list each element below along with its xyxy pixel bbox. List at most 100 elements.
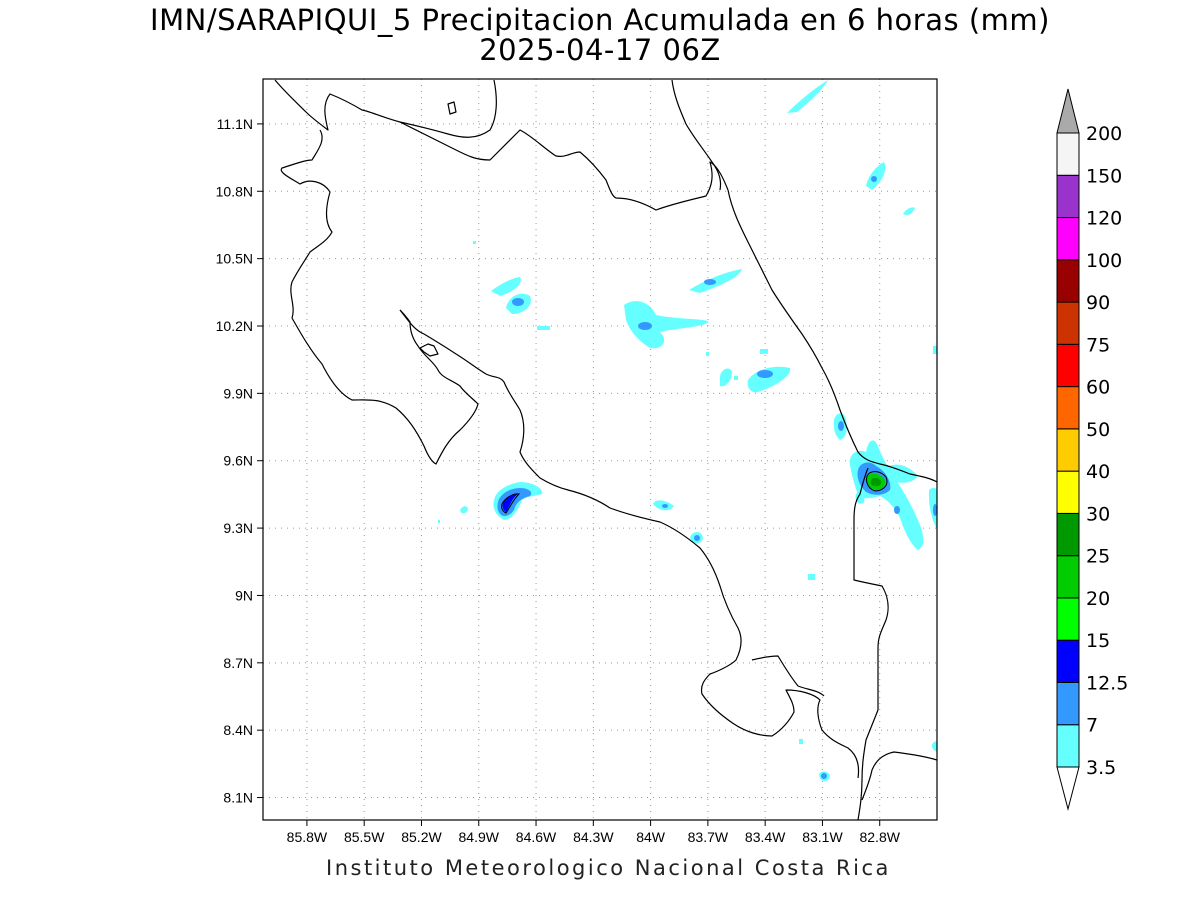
rain-area-dot4 (760, 349, 768, 354)
rain-area-dot (473, 241, 476, 244)
nicoya-gulf-island (419, 343, 439, 357)
plot-frame (262, 78, 938, 821)
rain-area-cs1-core (662, 504, 668, 508)
legend-label: 3.5 (1086, 757, 1116, 779)
y-axis-ticks: 8.1N 8.4N 8.7N 9N 9.3N 9.6N 9.9N 10.2N 10.5N 10.8… (216, 116, 263, 806)
panama-coast-south (861, 751, 937, 801)
legend-label: 200 (1086, 123, 1122, 145)
legend-swatch (1056, 470, 1080, 514)
rain-area-e4 (855, 492, 865, 504)
rain-area-s2 (932, 741, 937, 752)
legend-label: 50 (1086, 419, 1110, 441)
legend-swatch (1056, 724, 1080, 768)
rain-area-e2 (884, 464, 918, 483)
y-tick-label: 8.1N (223, 790, 253, 806)
legend-swatch (1056, 259, 1080, 303)
coastlines (274, 79, 937, 820)
legend-swatch (1056, 681, 1080, 726)
map-subtitle-date: 2025-04-17 06Z (479, 33, 721, 67)
legend-label: 90 (1086, 292, 1110, 314)
y-tick-label: 10.2N (216, 318, 253, 334)
grid-lines (263, 79, 937, 820)
rain-area-ne-streak (787, 80, 828, 113)
legend-label: 120 (1086, 208, 1122, 230)
rain-area-e5 (929, 487, 937, 529)
rain-area-e-main-core (870, 477, 882, 487)
y-tick-label: 11.1N (217, 116, 253, 132)
footer-credit: Instituto Meteorologico Nacional Costa R… (326, 856, 891, 880)
x-tick-label: 82.8W (859, 829, 900, 845)
x-tick-label: 83.4W (745, 829, 786, 845)
x-tick-label: 83.1W (802, 829, 843, 845)
legend-arrow-bottom (1056, 766, 1080, 811)
lake-nicaragua-island (447, 101, 457, 115)
rain-area-ne-core (871, 176, 877, 182)
contour-line-east (866, 471, 888, 492)
rain-area-n4-core (638, 322, 652, 330)
rain-area-n1 (491, 277, 521, 296)
legend-swatch (1056, 512, 1080, 557)
x-tick-label: 84.6W (516, 829, 557, 845)
legend-swatch (1056, 428, 1080, 472)
y-tick-label: 10.5N (216, 251, 253, 267)
osa-peninsula (751, 655, 825, 697)
legend-label: 15 (1086, 630, 1110, 652)
northern-border (399, 121, 729, 211)
rain-area-c2-core (757, 370, 773, 378)
legend-swatch (1056, 174, 1080, 219)
legend-label: 30 (1086, 503, 1110, 525)
legend-swatch (1056, 597, 1080, 641)
rain-area-ne-small (903, 207, 915, 216)
rain-area-dot9 (799, 739, 803, 744)
panama-border (853, 467, 889, 820)
rain-area-ne-cell (866, 162, 886, 190)
y-tick-label: 9N (235, 587, 253, 603)
san-juan-river-mouth (711, 161, 722, 191)
y-tick-label: 8.4N (223, 722, 253, 738)
gulf-nicoya-inner (399, 309, 860, 779)
legend-label: 75 (1086, 334, 1110, 356)
legend-label: 7 (1086, 715, 1098, 737)
legend-label: 25 (1086, 546, 1110, 568)
map-title: IMN/SARAPIQUI_5 Precipitacion Acumulada … (150, 3, 1050, 37)
precipitation-legend: 3.5 7 12.5 15 20 25 30 40 50 60 75 90 100 120 150 200 (1056, 88, 1128, 811)
rain-area-dot2 (537, 326, 550, 330)
legend-swatch (1056, 386, 1080, 430)
rain-area-c1 (720, 368, 732, 387)
nicaragua-east-coast (671, 79, 713, 163)
x-tick-label: 84W (636, 829, 666, 845)
rain-area-dot7 (438, 520, 440, 523)
rain-area-s1-core (821, 773, 827, 779)
y-tick-label: 8.7N (223, 655, 253, 671)
rain-area-dot3 (706, 352, 709, 356)
legend-swatch (1056, 301, 1080, 345)
legend-label: 40 (1086, 461, 1110, 483)
caribbean-coast (727, 189, 937, 483)
x-tick-label: 83.7W (688, 829, 729, 845)
y-tick-label: 9.9N (223, 385, 253, 401)
rain-area-n4 (624, 301, 709, 349)
legend-swatch (1056, 555, 1080, 599)
rain-area-e5-core (933, 504, 937, 516)
x-tick-label: 84.9W (459, 829, 500, 845)
legend-label: 20 (1086, 588, 1110, 610)
legend-swatch (1056, 132, 1080, 176)
y-tick-label: 9.3N (223, 520, 253, 536)
plot-area (263, 79, 937, 820)
legend-label: 12.5 (1086, 672, 1128, 694)
rain-area-e3-core (894, 506, 900, 514)
rain-area-sw-small (460, 506, 468, 514)
x-tick-label: 85.2W (401, 829, 442, 845)
rain-area-e1-core (838, 421, 844, 431)
legend-label: 60 (1086, 377, 1110, 399)
legend-label: 100 (1086, 250, 1122, 272)
rain-area-n2-core (512, 298, 524, 306)
nicoya-coast (291, 309, 479, 465)
nicaragua-border (280, 129, 333, 319)
precipitation-fields (438, 80, 937, 782)
legend-swatch (1056, 217, 1080, 261)
y-tick-label: 9.6N (223, 453, 253, 469)
x-axis-ticks: 85.8W 85.5W 85.2W 84.9W 84.6W 84.3W 84W 83.7W 83… (287, 820, 901, 845)
contour-line-sw (501, 493, 521, 514)
